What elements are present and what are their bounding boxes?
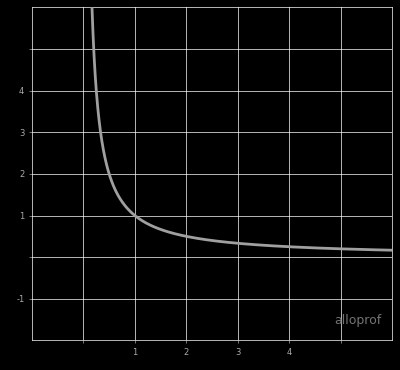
Text: alloprof: alloprof xyxy=(334,314,381,327)
